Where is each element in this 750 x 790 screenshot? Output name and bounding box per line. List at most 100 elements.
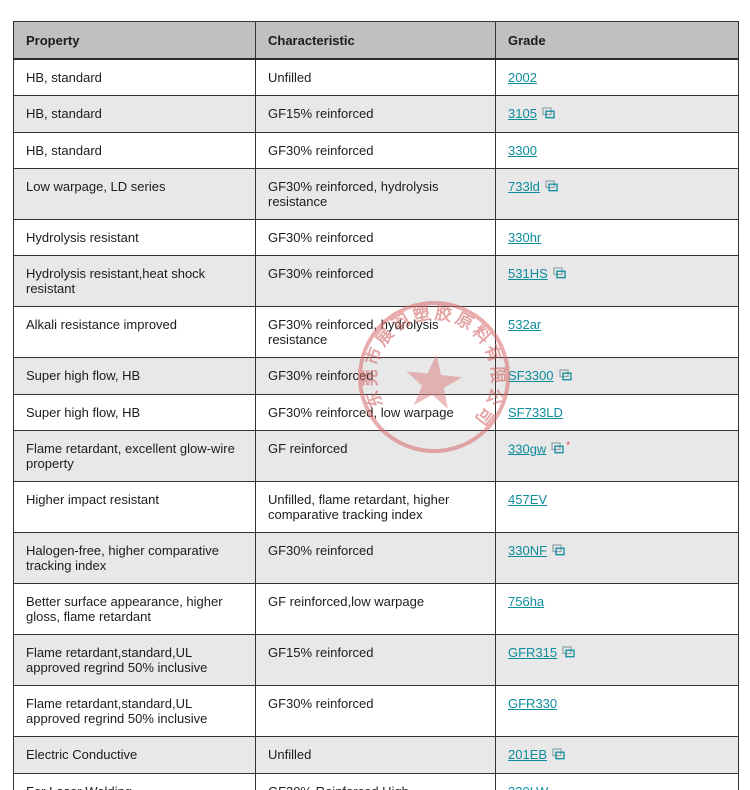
grade-cell: 457EV (495, 481, 739, 533)
grade-link[interactable]: GFR315 (508, 645, 558, 660)
external-link-icon (552, 544, 565, 559)
property-cell: Flame retardant,standard,UL approved reg… (13, 685, 256, 737)
characteristic-cell: GF30% reinforced, hydrolysis resistance (255, 306, 496, 358)
grade-link[interactable]: SF3300 (508, 368, 554, 383)
grade-cell: SF733LD (495, 394, 739, 431)
table-row: Super high flow, HB GF30% reinforced SF3… (13, 357, 739, 395)
grade-cell: 330NF (495, 532, 739, 584)
grade-cell: 3105 (495, 95, 739, 133)
characteristic-cell: GF reinforced (255, 430, 496, 482)
grade-cell: GFR330 (495, 685, 739, 737)
grade-link[interactable]: 3105 (508, 106, 537, 121)
column-header-property: Property (13, 21, 256, 60)
table-header-row: Property Characteristic Grade (13, 21, 739, 60)
grade-link[interactable]: 532ar (508, 317, 542, 332)
grade-link[interactable]: GFR330 (508, 696, 558, 711)
external-link-icon (553, 267, 566, 282)
table-row: HB, standard GF30% reinforced 3300 (13, 132, 739, 169)
property-cell: Better surface appearance, higher gloss,… (13, 583, 256, 635)
grade-link[interactable]: 201EB (508, 747, 548, 762)
column-header-characteristic: Characteristic (255, 21, 496, 60)
property-cell: Flame retardant, excellent glow-wire pro… (13, 430, 256, 482)
table-row: Flame retardant, excellent glow-wire pro… (13, 430, 739, 482)
grade-cell: GFR315 (495, 634, 739, 686)
property-cell: Low warpage, LD series (13, 168, 256, 220)
grade-link[interactable]: 2002 (508, 70, 537, 85)
table-row: Hydrolysis resistant GF30% reinforced 33… (13, 219, 739, 256)
table-row: Super high flow, HB GF30% reinforced, lo… (13, 394, 739, 431)
table-row: HB, standard Unfilled 2002 (13, 58, 739, 96)
grade-cell: 201EB (495, 736, 739, 774)
grade-link[interactable]: 756ha (508, 594, 545, 609)
grade-cell: 733ld (495, 168, 739, 220)
table-row: Flame retardant,standard,UL approved reg… (13, 634, 739, 686)
external-link-icon (551, 442, 564, 457)
characteristic-cell: GF30% reinforced, low warpage (255, 394, 496, 431)
property-cell: Electric Conductive (13, 736, 256, 774)
grade-cell: 531HS (495, 255, 739, 307)
grade-cell: 330LW (495, 773, 739, 790)
table-row: Electric Conductive Unfilled 201EB (13, 736, 739, 774)
property-cell: Higher impact resistant (13, 481, 256, 533)
grade-cell: 330gw * (495, 430, 739, 482)
property-cell: Super high flow, HB (13, 357, 256, 395)
external-link-icon (558, 369, 572, 384)
grades-table: Property Characteristic Grade HB, standa… (13, 21, 739, 790)
characteristic-cell: GF30% reinforced (255, 219, 496, 256)
grade-link[interactable]: 330gw (508, 441, 547, 457)
grade-link[interactable]: SF733LD (508, 405, 563, 420)
table-row: Hydrolysis resistant,heat shock resistan… (13, 255, 739, 307)
characteristic-cell: GF30% reinforced (255, 685, 496, 737)
grade-link[interactable]: 733ld (508, 179, 540, 194)
characteristic-cell: GF15% reinforced (255, 634, 496, 686)
table-row: Flame retardant,standard,UL approved reg… (13, 685, 739, 737)
property-cell: Flame retardant,standard,UL approved reg… (13, 634, 256, 686)
external-link-icon (562, 646, 575, 661)
grades-table-container: Property Characteristic Grade HB, standa… (13, 21, 739, 790)
property-cell: HB, standard (13, 132, 256, 169)
property-cell: Halogen-free, higher comparative trackin… (13, 532, 256, 584)
property-cell: For Laser Welding (13, 773, 256, 790)
column-header-grade: Grade (495, 21, 739, 60)
grade-cell: 532ar (495, 306, 739, 358)
grade-link[interactable]: 531HS (508, 266, 548, 281)
table-row: Alkali resistance improved GF30% reinfor… (13, 306, 739, 358)
grade-cell: 2002 (495, 58, 739, 96)
characteristic-cell: GF30% reinforced (255, 255, 496, 307)
grade-cell: SF3300 (495, 357, 739, 395)
table-row: Better surface appearance, higher gloss,… (13, 583, 739, 635)
grade-cell: 3300 (495, 132, 739, 169)
characteristic-cell: GF30% reinforced, hydrolysis resistance (255, 168, 496, 220)
grade-link[interactable]: 330NF (508, 543, 548, 558)
table-row: Higher impact resistant Unfilled, flame … (13, 481, 739, 533)
characteristic-cell: GF30% Reinforced,High transmissibility, … (255, 773, 496, 790)
characteristic-cell: GF15% reinforced (255, 95, 496, 133)
grade-cell: 330hr (495, 219, 739, 256)
characteristic-cell: Unfilled (255, 58, 496, 96)
grade-link[interactable]: 3300 (508, 143, 537, 158)
external-link-icon (545, 180, 558, 195)
grade-note: * (566, 440, 570, 450)
grade-link[interactable]: 330hr (508, 230, 542, 245)
table-row: HB, standard GF15% reinforced 3105 (13, 95, 739, 133)
property-cell: HB, standard (13, 95, 256, 133)
property-cell: HB, standard (13, 58, 256, 96)
characteristic-cell: GF reinforced,low warpage (255, 583, 496, 635)
table-row: Halogen-free, higher comparative trackin… (13, 532, 739, 584)
property-cell: Hydrolysis resistant,heat shock resistan… (13, 255, 256, 307)
property-cell: Super high flow, HB (13, 394, 256, 431)
grade-link[interactable]: 457EV (508, 492, 548, 507)
table-row: For Laser Welding GF30% Reinforced,High … (13, 773, 739, 790)
characteristic-cell: GF30% reinforced (255, 132, 496, 169)
external-link-icon (542, 107, 555, 122)
property-cell: Hydrolysis resistant (13, 219, 256, 256)
characteristic-cell: GF30% reinforced (255, 357, 496, 395)
property-cell: Alkali resistance improved (13, 306, 256, 358)
grade-link[interactable]: 330LW (508, 784, 548, 790)
characteristic-cell: GF30% reinforced (255, 532, 496, 584)
grade-cell: 756ha (495, 583, 739, 635)
characteristic-cell: Unfilled, flame retardant, higher compar… (255, 481, 496, 533)
external-link-icon (552, 748, 565, 763)
characteristic-cell: Unfilled (255, 736, 496, 774)
table-row: Low warpage, LD series GF30% reinforced,… (13, 168, 739, 220)
